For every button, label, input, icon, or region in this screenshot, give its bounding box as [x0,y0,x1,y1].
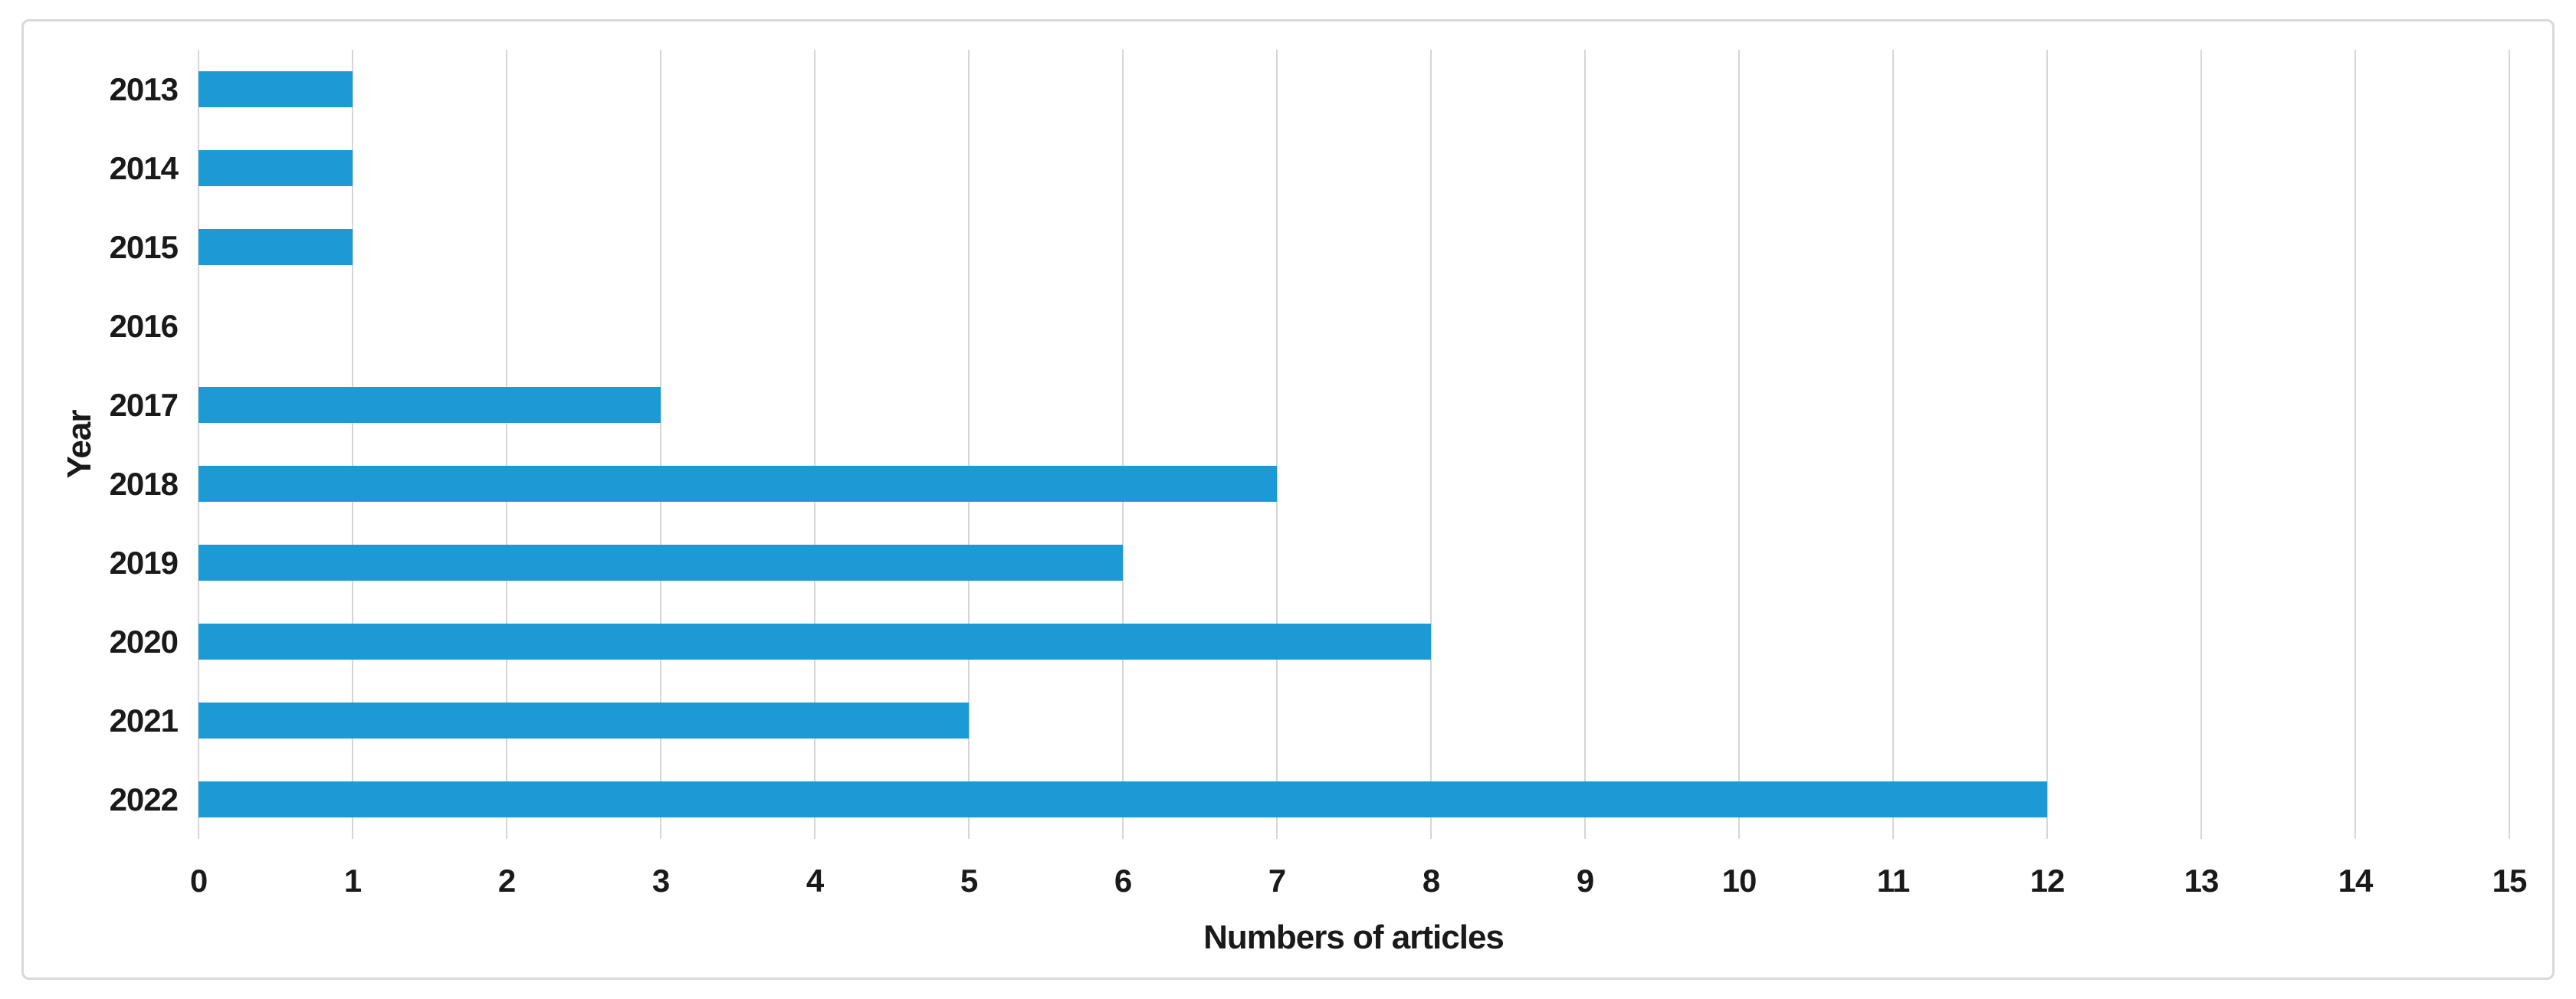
x-tick-label-1: 1 [343,863,362,899]
category-label-2019: 2019 [109,544,179,581]
bar-2017 [199,387,661,423]
gridline-x-15 [2509,50,2510,839]
gridline-x-11 [1892,50,1894,839]
x-tick-label-0: 0 [189,863,208,899]
category-label-2014: 2014 [109,149,179,186]
gridline-x-10 [1738,50,1740,839]
x-tick-label-4: 4 [806,863,824,899]
plot-area [198,50,2510,839]
gridline-x-13 [2200,50,2202,839]
gridline-x-4 [814,50,815,839]
gridline-x-6 [1122,50,1124,839]
gridline-x-8 [1430,50,1432,839]
x-tick-label-7: 7 [1268,863,1286,899]
x-tick-label-2: 2 [497,863,516,899]
x-tick-label-13: 13 [2184,863,2220,899]
category-label-2017: 2017 [109,386,179,423]
y-axis-title: Year [61,410,98,479]
x-tick-label-15: 15 [2492,863,2528,899]
category-label-2021: 2021 [109,702,179,739]
x-tick-label-8: 8 [1422,863,1440,899]
gridline-x-1 [352,50,353,839]
gridline-x-0 [198,50,199,839]
gridline-x-5 [968,50,970,839]
category-label-2013: 2013 [109,70,179,107]
gridline-x-7 [1276,50,1278,839]
bar-2022 [199,781,2047,817]
x-tick-label-5: 5 [960,863,978,899]
x-tick-label-6: 6 [1114,863,1132,899]
bar-2015 [199,229,353,265]
gridline-x-14 [2354,50,2356,839]
gridline-x-3 [660,50,661,839]
bar-2021 [199,703,969,739]
x-tick-label-3: 3 [651,863,670,899]
category-label-2020: 2020 [109,623,179,660]
x-tick-label-12: 12 [2030,863,2066,899]
bar-2019 [199,545,1123,581]
x-tick-label-10: 10 [1721,863,1757,899]
gridline-x-12 [2046,50,2048,839]
bar-2018 [199,466,1277,502]
x-tick-label-14: 14 [2338,863,2374,899]
x-tick-label-11: 11 [1876,863,1910,899]
bar-2014 [199,150,353,186]
x-tick-label-9: 9 [1576,863,1594,899]
bar-2013 [199,71,353,107]
bar-2020 [199,624,1431,660]
category-label-2016: 2016 [109,307,179,344]
gridline-x-9 [1584,50,1586,839]
category-label-2018: 2018 [109,465,179,502]
gridline-x-2 [506,50,507,839]
category-label-2015: 2015 [109,228,179,265]
x-axis-title: Numbers of articles [1203,919,1505,956]
category-label-2022: 2022 [109,781,179,817]
